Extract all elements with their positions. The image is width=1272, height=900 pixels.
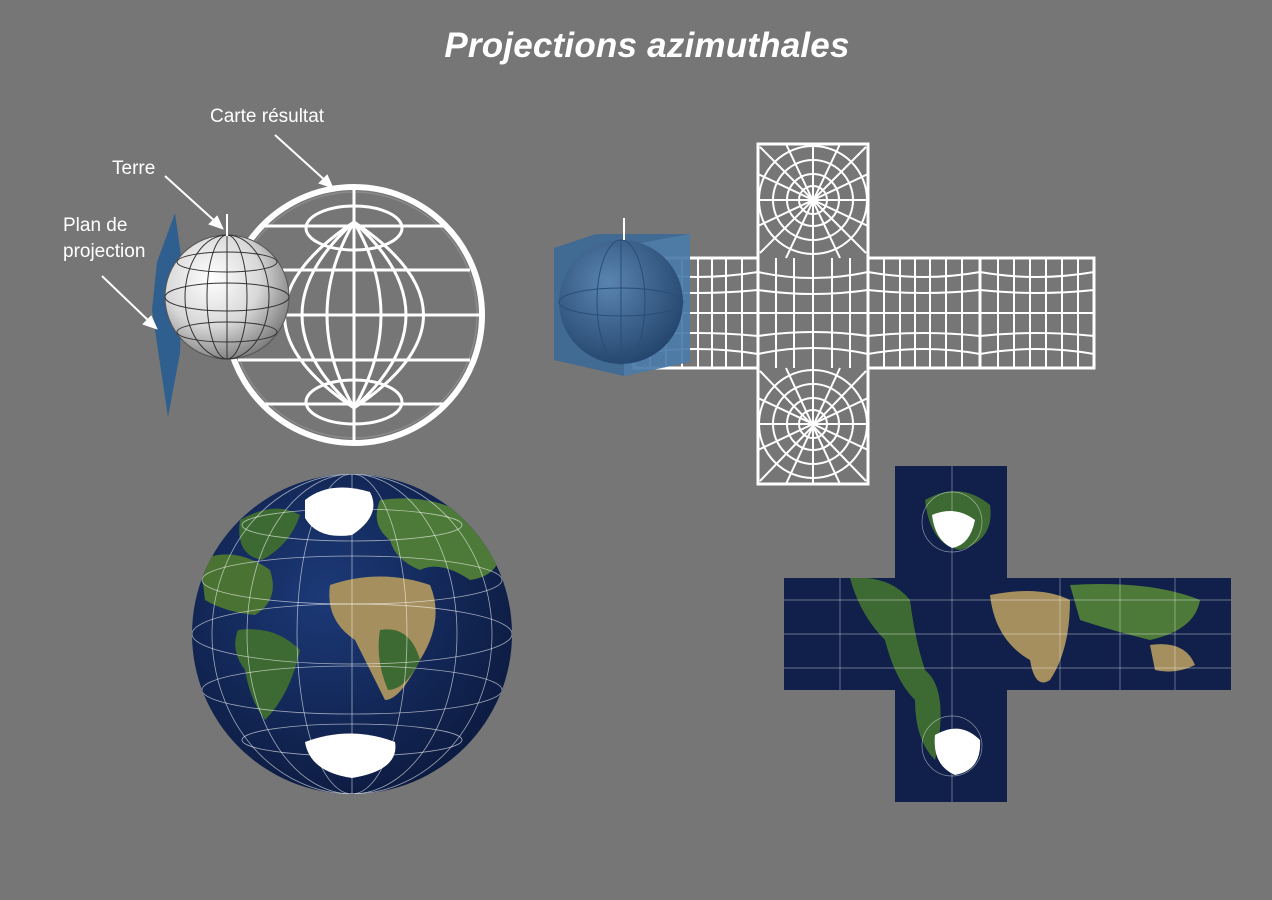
label-plan-de: Plan de — [63, 215, 128, 236]
earth-cube-map — [784, 466, 1231, 802]
diagram-title: Projections azimuthales — [444, 26, 850, 65]
label-carte-resultat: Carte résultat — [210, 106, 325, 127]
earth-orthographic-map — [192, 474, 512, 794]
earth-globe — [164, 214, 290, 360]
cube-globe — [554, 218, 690, 376]
label-terre: Terre — [112, 158, 156, 179]
cube-projection-grid — [632, 142, 1096, 486]
label-arrows — [101, 134, 334, 330]
label-projection: projection — [63, 241, 146, 262]
